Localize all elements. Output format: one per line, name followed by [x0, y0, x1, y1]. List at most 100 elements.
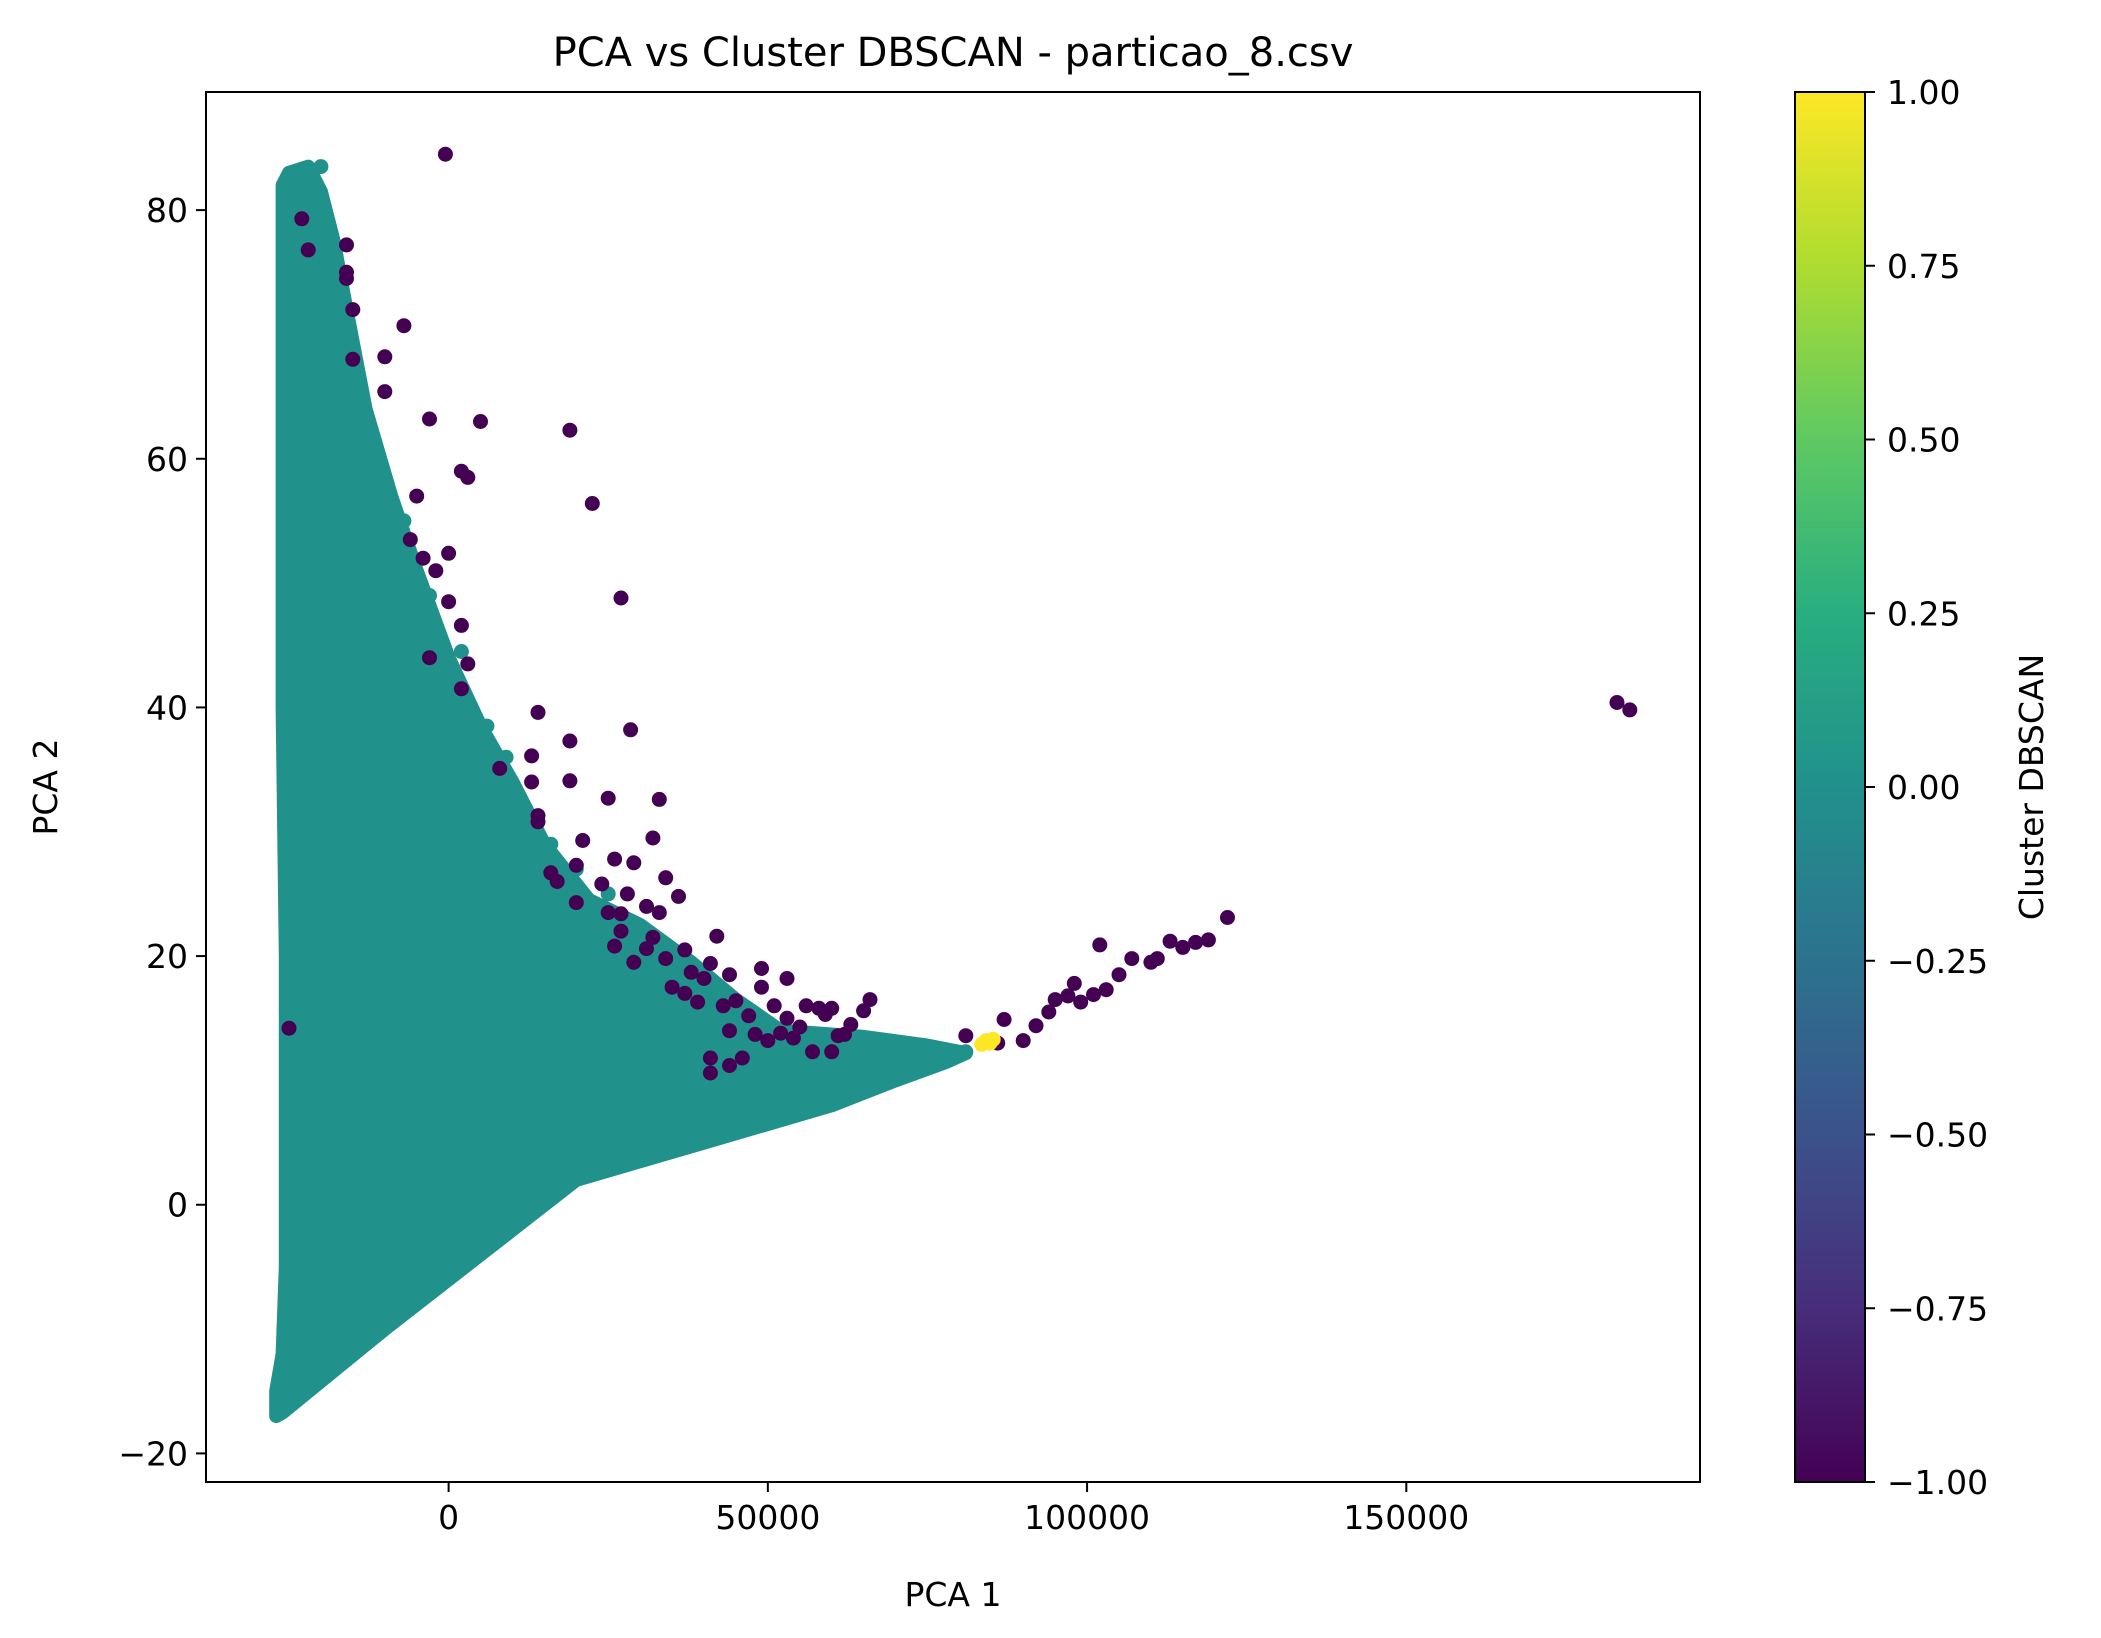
scatter-point-cluster-0 — [498, 749, 514, 765]
y-tick-label: 20 — [146, 937, 188, 976]
colorbar-tick-label: −0.50 — [1887, 1116, 1988, 1155]
scatter-point-cluster-noise — [862, 992, 878, 1008]
scatter-point-cluster-noise — [345, 351, 361, 367]
scatter-point-cluster-noise — [747, 1026, 763, 1042]
colorbar-tick-label: 0.00 — [1887, 768, 1960, 807]
x-tick-label: 100000 — [1024, 1498, 1150, 1537]
scatter-point-cluster-noise — [549, 874, 565, 889]
scatter-point-cluster-noise — [530, 814, 546, 830]
colorbar: 1.00 0.75 0.50 0.25 0.00 −0.25 −0.50 −0.75 −1.00… — [1794, 73, 2051, 1502]
scatter-point-cluster-noise — [524, 748, 540, 764]
scatter-point-cluster-noise — [339, 237, 354, 253]
scatter-point-cluster-noise — [715, 998, 731, 1014]
scatter-point-cluster-noise — [441, 594, 457, 610]
scatter-point-cluster-0 — [323, 233, 338, 249]
plot-frame — [205, 91, 1701, 1483]
y-tick-label: 60 — [146, 440, 188, 479]
scatter-point-cluster-noise — [773, 1025, 789, 1041]
scatter-point-cluster-noise — [754, 979, 769, 995]
scatter-point-cluster-0 — [348, 364, 364, 380]
scatter-point-cluster-0 — [664, 1034, 680, 1050]
scatter-point-cluster-noise — [671, 888, 686, 904]
x-axis-label: PCA 1 — [904, 1575, 1001, 1614]
scatter-point-cluster-noise — [562, 733, 578, 749]
scatter-point-cluster-noise — [1092, 937, 1108, 953]
y-axis-label: PCA 2 — [26, 738, 65, 835]
scatter-point-cluster-0 — [396, 513, 412, 529]
scatter-point-cluster-noise — [402, 532, 418, 548]
scatter-point-cluster-noise — [1188, 934, 1204, 950]
scatter-point-cluster-noise — [824, 1044, 840, 1060]
scatter-point-cluster-0 — [284, 190, 300, 206]
scatter-point-cluster-noise — [1073, 994, 1089, 1010]
scatter-point-cluster-0 — [856, 1051, 872, 1067]
scatter-point-cluster-noise — [1015, 1033, 1031, 1049]
scatter-point-cluster-0 — [945, 1048, 961, 1064]
scatter-point-cluster-noise — [702, 1050, 718, 1066]
colorbar-tick-label: 1.00 — [1887, 73, 1960, 112]
scatter-point-cluster-noise — [779, 971, 795, 986]
colorbar-gradient — [1794, 91, 1866, 1483]
scatter-point-cluster-noise — [1200, 932, 1216, 948]
scatter-point-cluster-noise — [754, 961, 769, 976]
scatter-point-cluster-noise — [958, 1028, 974, 1044]
scatter-point-cluster-0 — [281, 326, 297, 342]
scatter-point-cluster-noise — [1124, 951, 1140, 967]
scatter-point-cluster-0 — [361, 438, 377, 454]
scatter-point-cluster-noise — [613, 590, 629, 606]
scatter-point-cluster-0 — [651, 1020, 667, 1036]
scatter-point-cluster-noise — [651, 905, 667, 921]
scatter-point-cluster-noise — [613, 923, 629, 939]
scatter-point-cluster-noise — [422, 650, 437, 666]
scatter-point-cluster-noise — [473, 414, 488, 429]
scatter-point-cluster-noise — [524, 774, 540, 790]
scatter-point-cluster-0 — [276, 1321, 292, 1337]
scatter-point-cluster-noise — [345, 302, 361, 318]
scatter-point-cluster-noise — [1220, 910, 1235, 925]
scatter-point-cluster-noise — [492, 760, 508, 776]
scatter-point-cluster-0 — [632, 918, 648, 934]
scatter-point-cluster-noise — [575, 833, 591, 848]
colorbar-label: Cluster DBSCAN — [2012, 654, 2051, 920]
scatter-point-cluster-0 — [479, 718, 495, 734]
scatter-point-cluster-noise — [1041, 1004, 1057, 1020]
scatter-point-cluster-noise — [1047, 992, 1063, 1008]
scatter-point-cluster-noise — [453, 617, 469, 633]
scatter-point-cluster-noise — [339, 271, 354, 286]
scatter-point-cluster-0 — [307, 196, 322, 212]
scatter-point-cluster-noise — [1175, 939, 1191, 955]
scatter-point-cluster-0 — [543, 836, 559, 852]
scatter-point-cluster-noise — [702, 956, 718, 971]
colorbar-tick-label: 0.25 — [1887, 594, 1960, 633]
scatter-point-cluster-noise — [1609, 695, 1625, 710]
scatter-point-cluster-noise — [294, 211, 310, 227]
scatter-point-cluster-noise — [1066, 975, 1082, 991]
scatter-point-cluster-noise — [1028, 1018, 1044, 1034]
scatter-point-cluster-noise — [377, 349, 393, 365]
scatter-point-cluster-noise — [792, 1019, 808, 1035]
scatter-point-cluster-noise — [584, 496, 600, 511]
colorbar-tick-label: 0.75 — [1887, 247, 1960, 286]
scatter-points — [271, 146, 1638, 1418]
scatter-point-cluster-0 — [278, 1072, 294, 1088]
scatter-point-cluster-noise — [600, 790, 616, 806]
scatter-point-cluster-noise — [626, 855, 642, 871]
scatter-point-cluster-noise — [623, 722, 639, 738]
scatter-point-cluster-noise — [817, 1007, 833, 1022]
scatter-point-cluster-noise — [300, 242, 316, 258]
scatter-point-cluster-noise — [460, 469, 476, 485]
scatter-point-cluster-noise — [613, 906, 629, 922]
scatter-point-cluster-0 — [958, 1044, 974, 1060]
scatter-point-cluster-noise — [281, 1020, 297, 1036]
colorbar-tick-label: −1.00 — [1887, 1463, 1988, 1502]
scatter-point-cluster-noise — [562, 773, 578, 789]
scatter-point-cluster-noise — [728, 993, 744, 1009]
scatter-point-cluster-noise — [1086, 987, 1101, 1003]
scatter-point-cluster-noise — [677, 985, 693, 1001]
scatter-point-cluster-noise — [734, 1050, 750, 1066]
scatter-point-cluster-noise — [683, 964, 699, 980]
scatter-point-cluster-noise — [664, 979, 680, 995]
scatter-point-cluster-noise — [428, 563, 444, 579]
scatter-point-cluster-0 — [280, 824, 296, 840]
